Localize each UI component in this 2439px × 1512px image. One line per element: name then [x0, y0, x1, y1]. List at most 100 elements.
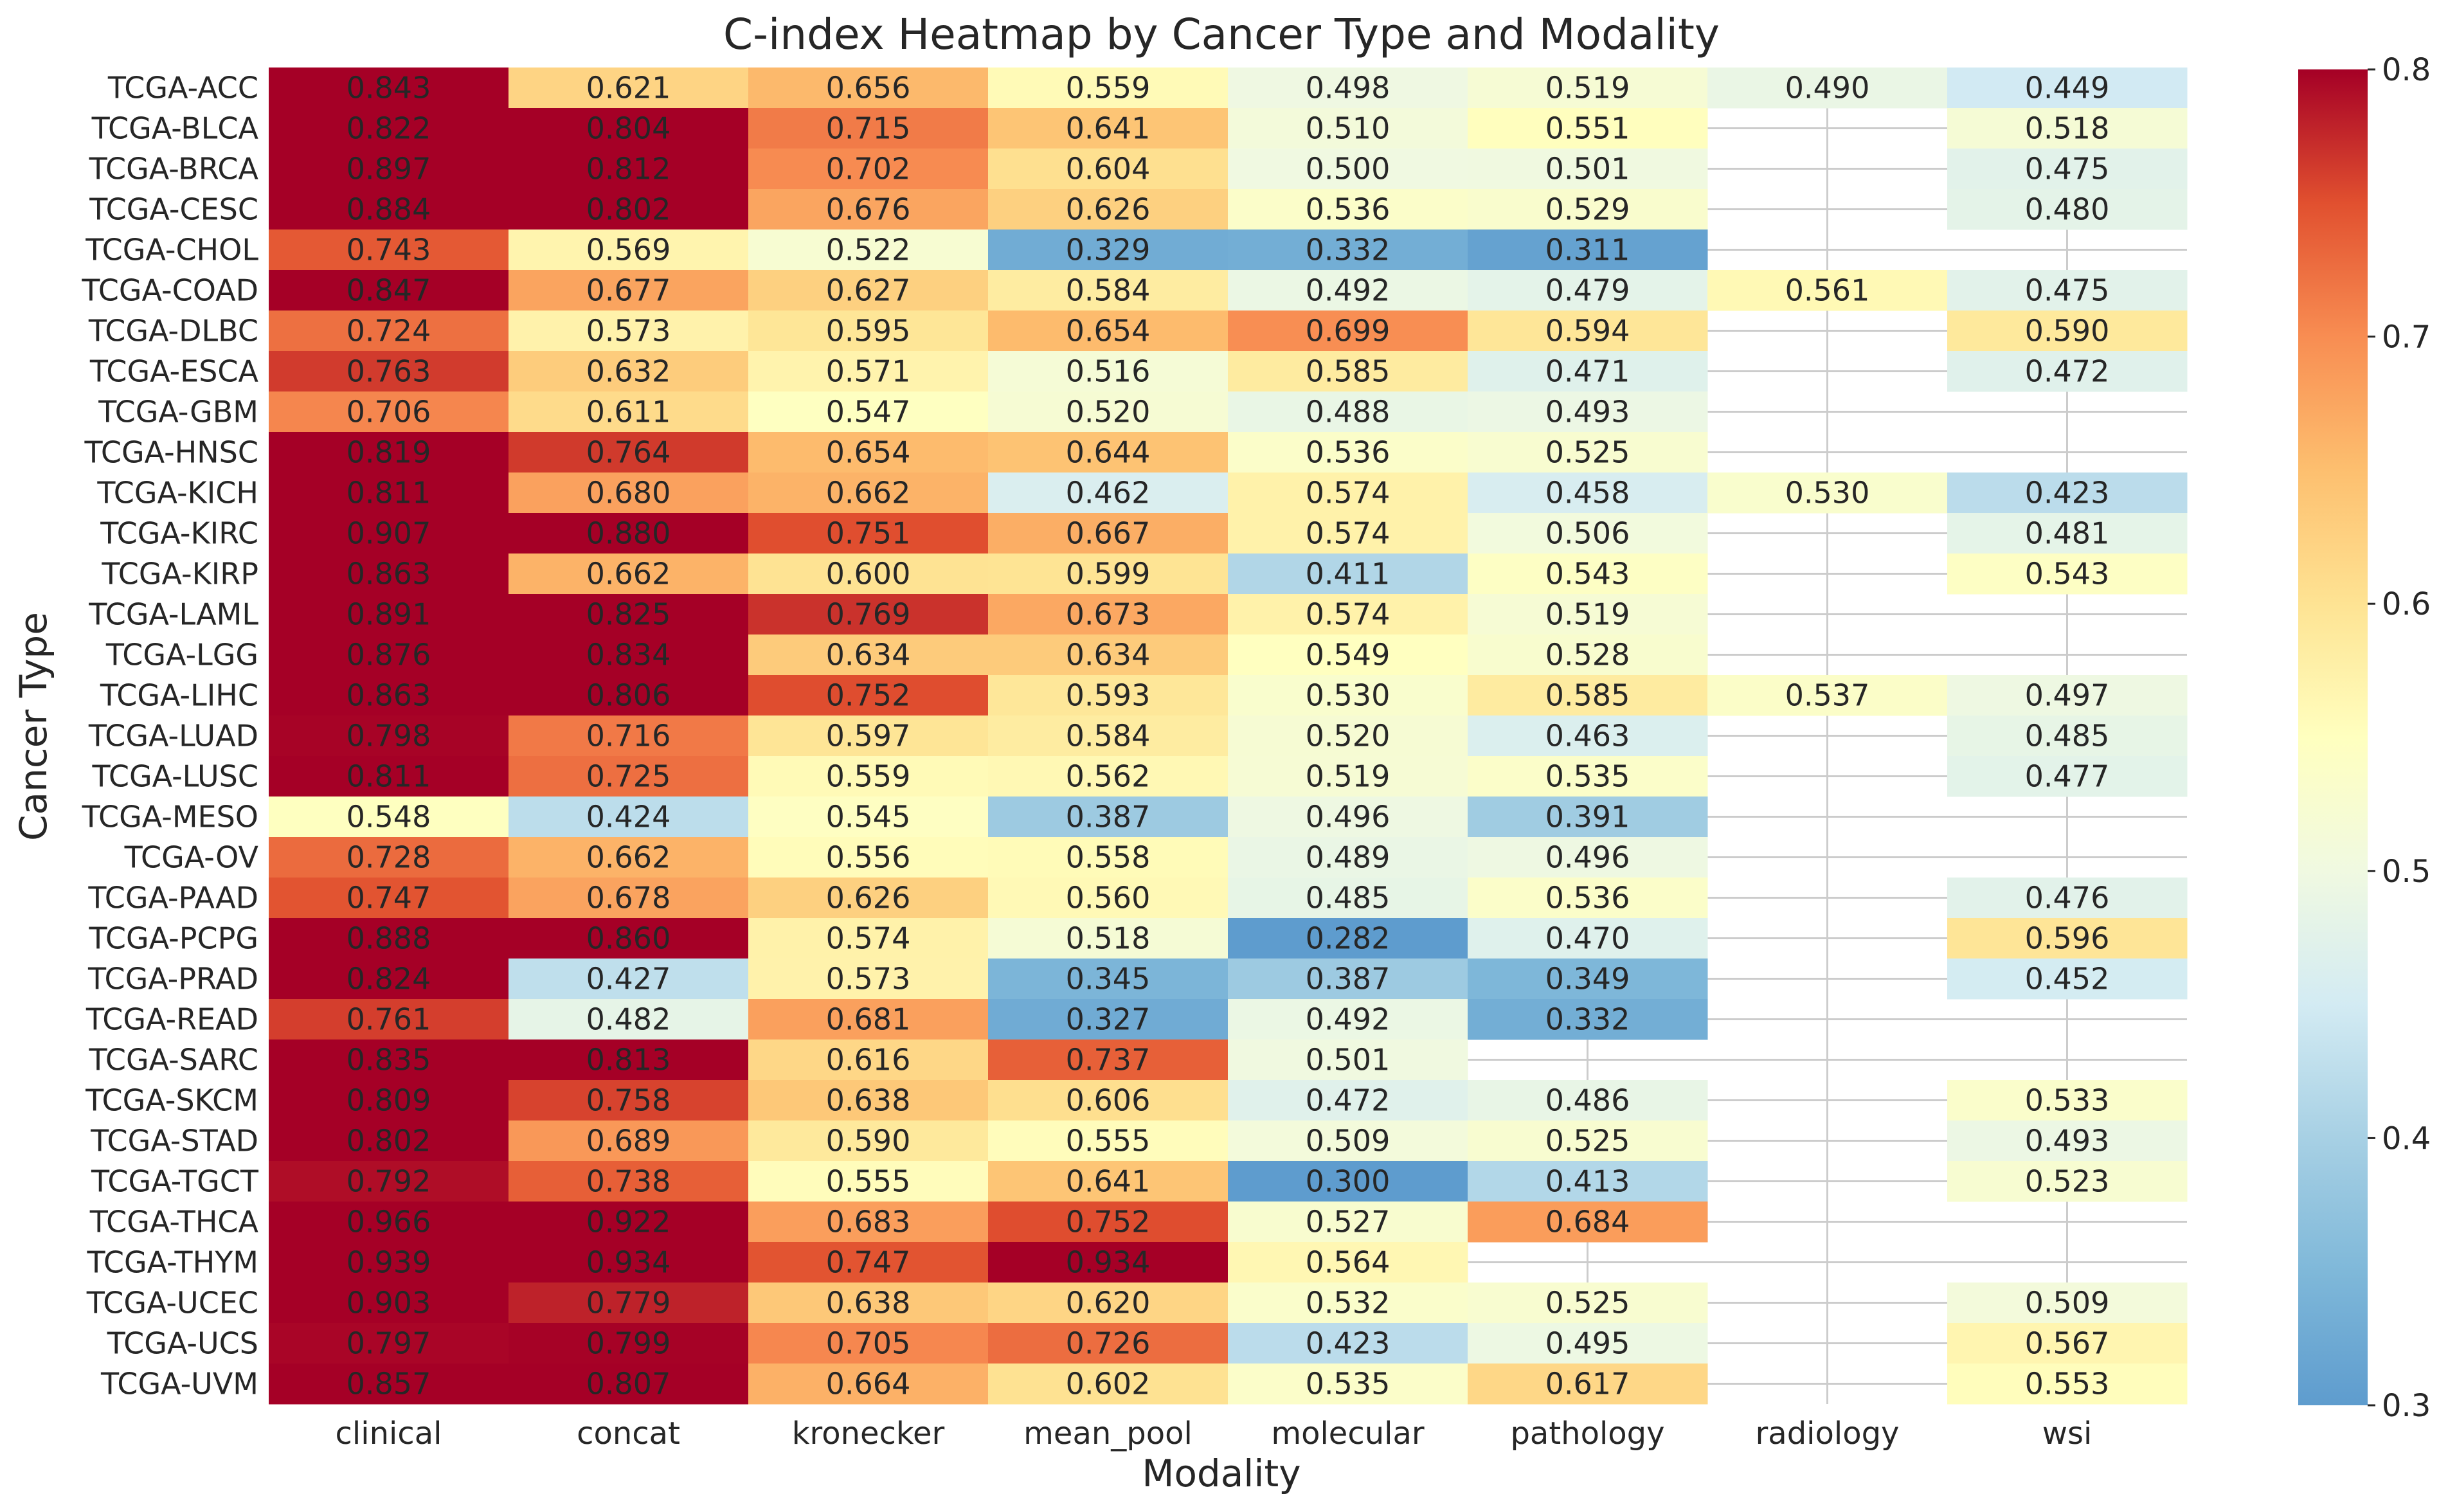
heatmap-cell — [1228, 1242, 1468, 1283]
heatmap-cell — [1468, 594, 1708, 635]
heatmap-cell — [509, 837, 749, 878]
cell-value-label: 0.728 — [346, 840, 431, 875]
heatmap-cell — [1468, 959, 1708, 1000]
cell-value-label: 0.300 — [1306, 1164, 1390, 1199]
heatmap-cell — [269, 1161, 509, 1202]
cell-value-label: 0.806 — [586, 678, 671, 713]
heatmap-cell — [748, 68, 989, 109]
heatmap-cell — [988, 594, 1228, 635]
heatmap-cell — [1228, 310, 1468, 352]
cell-value-label: 0.543 — [1545, 557, 1630, 591]
cell-value-label: 0.519 — [1545, 597, 1630, 632]
heatmap-cell — [748, 1364, 989, 1405]
heatmap-cell — [1228, 270, 1468, 311]
cell-value-label: 0.813 — [586, 1043, 671, 1077]
heatmap-cell — [1947, 959, 2188, 1000]
heatmap-cell — [748, 959, 989, 1000]
cell-value-label: 0.804 — [586, 111, 671, 146]
heatmap-cell — [1468, 999, 1708, 1040]
heatmap-cell — [988, 270, 1228, 311]
heatmap-cell — [1707, 473, 1948, 514]
cell-value-label: 0.604 — [1066, 152, 1151, 186]
heatmap-cell — [1468, 1364, 1708, 1405]
heatmap-cell — [1468, 878, 1708, 919]
heatmap-cell — [269, 1364, 509, 1405]
y-tick-label: TCGA-THCA — [89, 1205, 259, 1239]
cell-value-label: 0.496 — [1545, 840, 1630, 875]
heatmap-cell — [1228, 392, 1468, 433]
cell-value-label: 0.391 — [1545, 800, 1630, 834]
heatmap-cell — [509, 1242, 749, 1283]
cell-value-label: 0.525 — [1545, 435, 1630, 470]
cell-value-label: 0.779 — [586, 1286, 671, 1320]
heatmap-cell — [509, 513, 749, 554]
cell-value-label: 0.888 — [346, 921, 431, 956]
cell-value-label: 0.282 — [1306, 921, 1390, 956]
colorbar-ticks: 0.3 0.4 0.5 0.6 0.7 0.8 — [2368, 52, 2431, 1424]
cell-value-label: 0.536 — [1306, 192, 1390, 227]
heatmap-cell — [509, 959, 749, 1000]
heatmap-cell — [1228, 1120, 1468, 1162]
heatmap-cell — [1947, 716, 2188, 757]
cell-value-label: 0.934 — [586, 1245, 671, 1280]
y-axis-label: Cancer Type — [12, 612, 55, 841]
cell-value-label: 0.529 — [1545, 192, 1630, 227]
heatmap-cell — [269, 716, 509, 757]
y-tick-label: TCGA-UCS — [107, 1326, 258, 1361]
cell-value-label: 0.843 — [346, 71, 431, 105]
cell-value-label: 0.553 — [2025, 1367, 2110, 1401]
heatmap-cell — [1228, 1040, 1468, 1081]
heatmap-cell — [748, 594, 989, 635]
x-tick-label: mean_pool — [1023, 1416, 1192, 1452]
cell-value-label: 0.597 — [826, 719, 911, 753]
cell-value-label: 0.891 — [346, 597, 431, 632]
cell-value-label: 0.584 — [1066, 273, 1151, 308]
heatmap-cell — [748, 918, 989, 959]
cell-value-label: 0.536 — [1306, 435, 1390, 470]
cell-value-label: 0.523 — [2025, 1164, 2110, 1199]
cell-value-label: 0.535 — [1306, 1367, 1390, 1401]
cell-value-label: 0.594 — [1545, 314, 1630, 348]
cell-value-label: 0.567 — [2025, 1326, 2110, 1361]
cell-value-label: 0.497 — [2025, 678, 2110, 713]
cell-value-label: 0.472 — [1306, 1083, 1390, 1118]
colorbar-tick-label: 0.4 — [2382, 1120, 2431, 1156]
heatmap-cell — [748, 837, 989, 878]
heatmap-cell — [1468, 392, 1708, 433]
y-tick-labels: TCGA-ACC TCGA-BLCA TCGA-BRCA TCGA-CESC TCGA-… — [81, 71, 259, 1401]
heatmap-cell — [1707, 270, 1948, 311]
heatmap-cell — [988, 1161, 1228, 1202]
cell-value-label: 0.522 — [826, 233, 911, 267]
cell-value-label: 0.427 — [586, 962, 671, 996]
cell-value-label: 0.616 — [826, 1043, 911, 1077]
cell-value-label: 0.329 — [1066, 233, 1151, 267]
heatmap-cell — [269, 1242, 509, 1283]
cell-value-label: 0.574 — [1306, 516, 1390, 551]
heatmap-cell — [269, 1040, 509, 1081]
heatmap-cell — [1947, 189, 2188, 230]
cell-value-label: 0.641 — [1066, 1164, 1151, 1199]
heatmap-cell — [509, 756, 749, 797]
heatmap-cell — [988, 351, 1228, 392]
y-tick-label: TCGA-KIRP — [101, 557, 258, 591]
y-tick-label: TCGA-THYM — [87, 1245, 258, 1280]
cell-value-label: 0.884 — [346, 192, 431, 227]
y-tick-label: TCGA-SKCM — [85, 1083, 258, 1118]
cell-value-label: 0.903 — [346, 1286, 431, 1320]
cell-value-label: 0.560 — [1066, 881, 1151, 915]
y-tick-label: TCGA-LUAD — [88, 719, 258, 753]
cell-value-label: 0.481 — [2025, 516, 2110, 551]
cell-value-label: 0.492 — [1306, 1002, 1390, 1037]
x-tick-label: molecular — [1271, 1416, 1425, 1452]
heatmap-cell — [509, 1364, 749, 1405]
cell-value-label: 0.498 — [1306, 71, 1390, 105]
cell-value-label: 0.880 — [586, 516, 671, 551]
heatmap-cell — [509, 797, 749, 838]
heatmap-cell — [269, 1080, 509, 1121]
heatmap-cell — [988, 1323, 1228, 1364]
heatmap-cell — [748, 473, 989, 514]
cell-value-label: 0.564 — [1306, 1245, 1390, 1280]
cell-value-label: 0.611 — [586, 395, 671, 429]
heatmap-cell — [509, 392, 749, 433]
cell-value-label: 0.819 — [346, 435, 431, 470]
